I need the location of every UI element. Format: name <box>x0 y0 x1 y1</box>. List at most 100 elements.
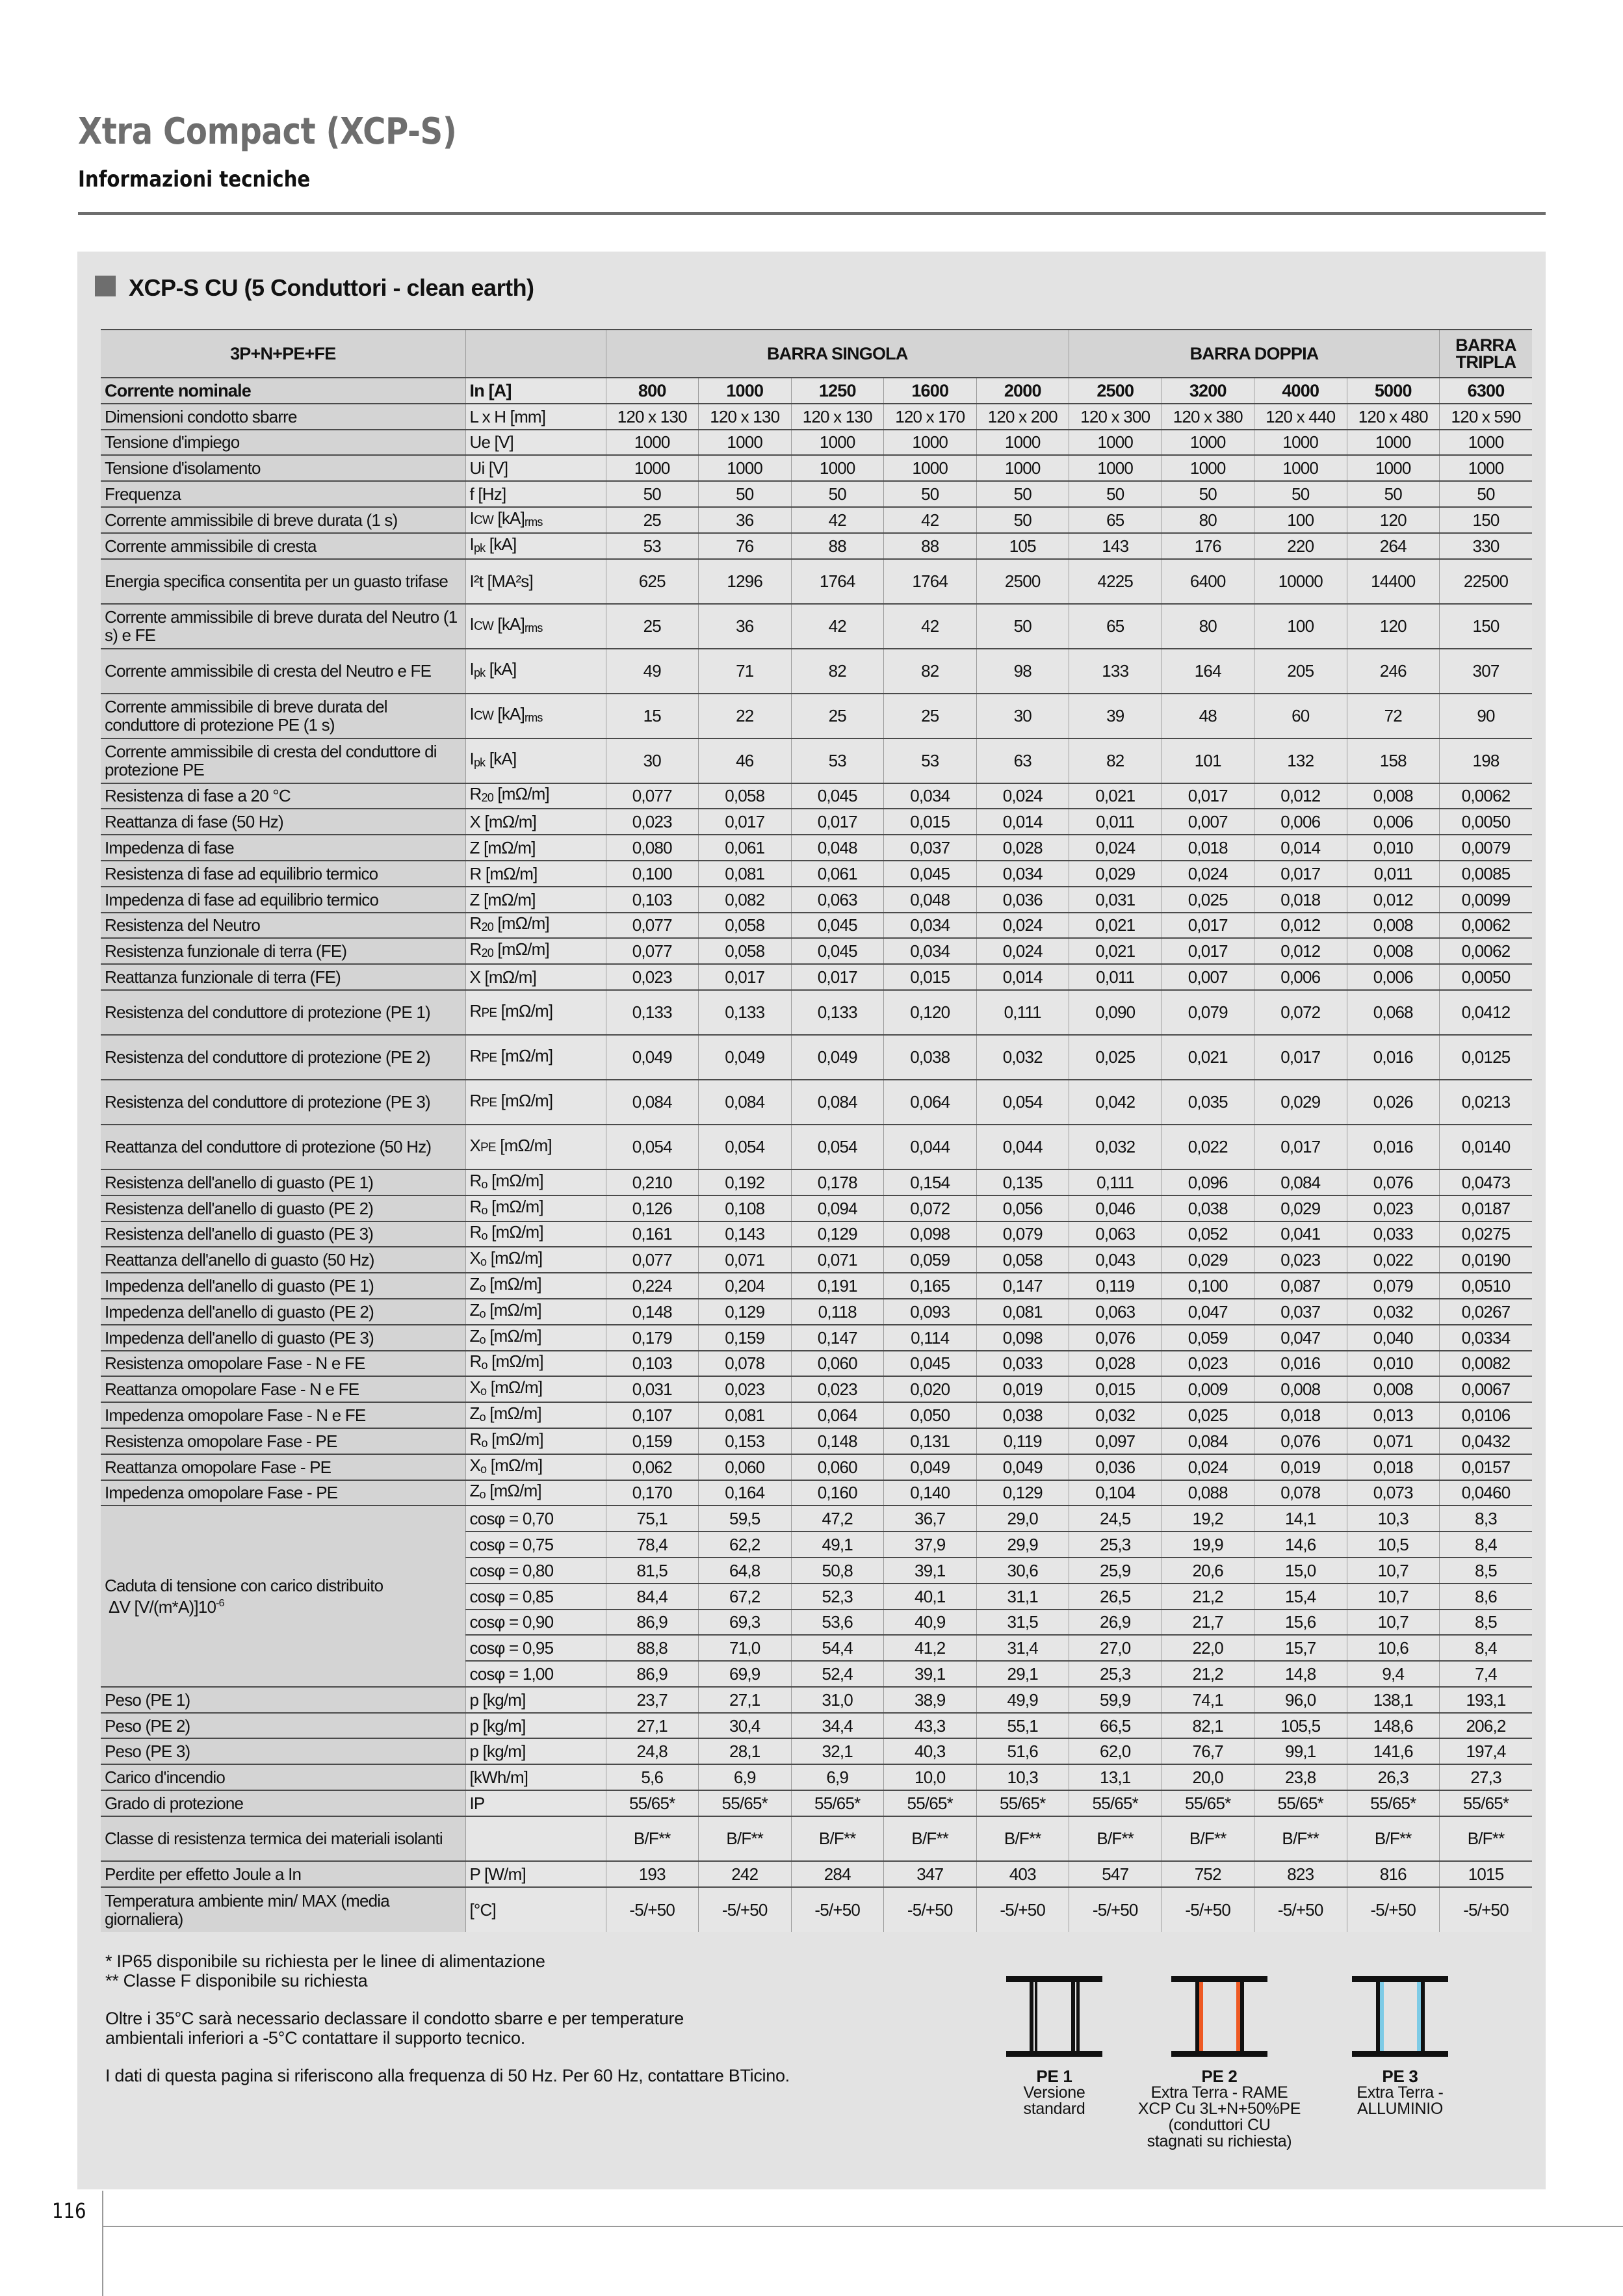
value-cell: 0,129 <box>976 1479 1069 1506</box>
value-cell: 22,0 <box>1161 1634 1254 1662</box>
unit-part: [kA] <box>485 659 517 679</box>
value-cell: 105,5 <box>1254 1712 1347 1739</box>
value-cell: 0,061 <box>790 859 884 887</box>
footnotes: * IP65 disponibile su richiesta per le l… <box>105 1951 790 2085</box>
value-cell: 26,3 <box>1346 1764 1440 1791</box>
unit-part: Z <box>469 1325 480 1346</box>
value-cell: 0,009 <box>1161 1376 1254 1403</box>
page-subtitle: Informazioni tecniche <box>78 166 311 192</box>
table-row: Tensione d'isolamento Ui [V] 1000 1000 1000 1… <box>101 454 1533 482</box>
value-cell: 330 <box>1439 532 1533 559</box>
row-label: Corrente ammissibile di breve durata del… <box>101 603 465 649</box>
value-cell: 0,019 <box>976 1376 1069 1403</box>
table-row: Resistenza del conduttore di protezione … <box>101 1034 1533 1080</box>
value-cell: 0,048 <box>790 834 884 861</box>
unit-part: [mΩ/m] <box>495 1136 552 1156</box>
unit-cell: Ipk [kA] <box>465 647 606 694</box>
value-cell: 0,0062 <box>1439 937 1533 965</box>
table-row: Energia specifica consentita per un guas… <box>101 558 1533 604</box>
value-cell: 0,087 <box>1254 1272 1347 1299</box>
margin-line-vertical <box>102 2191 103 2296</box>
voltage-drop-unit-label: ΔV [V/(m*A)]10 <box>109 1597 216 1617</box>
value-cell: 0,038 <box>1161 1194 1254 1221</box>
value-cell: B/F** <box>976 1815 1069 1861</box>
busbar-cross-section-icon <box>1006 1976 1102 2057</box>
value-cell: 0,093 <box>883 1298 976 1325</box>
value-cell: 0,143 <box>698 1220 791 1247</box>
value-cell: 0,025 <box>1161 885 1254 913</box>
value-cell: 0,107 <box>605 1402 699 1428</box>
table-row: Resistenza del conduttore di protezione … <box>101 1078 1533 1125</box>
value-cell: 0,111 <box>976 989 1069 1035</box>
value-cell: 0,021 <box>1069 937 1162 965</box>
table-row: Resistenza dell'anello di guasto (PE 1) R… <box>101 1168 1533 1195</box>
value-cell: 0,008 <box>1346 782 1440 809</box>
value-cell: 0,010 <box>1346 1350 1440 1377</box>
unit-part: [mΩ/m] <box>486 1377 543 1398</box>
value-cell: -5/+50 <box>790 1886 884 1932</box>
value-cell: 0,016 <box>1254 1350 1347 1377</box>
value-cell: 105 <box>976 532 1069 559</box>
unit-cell: Ro [mΩ/m] <box>465 1194 606 1221</box>
value-cell: 99,1 <box>1254 1738 1347 1765</box>
unit-part: [°C] <box>469 1899 497 1920</box>
value-cell: 0,062 <box>605 1453 699 1480</box>
unit-part: [kWh/m] <box>469 1768 529 1788</box>
value-cell: 3200 <box>1161 377 1254 404</box>
value-cell: 42 <box>790 603 884 649</box>
value-cell: 55/65* <box>1254 1790 1347 1816</box>
value-cell: 0,082 <box>698 885 791 913</box>
value-cell: 0,077 <box>605 937 699 965</box>
value-cell: 1000 <box>605 428 699 456</box>
value-cell: 0,045 <box>883 859 976 887</box>
value-cell: 120 x 130 <box>790 402 884 430</box>
value-cell: 0,018 <box>1161 834 1254 861</box>
value-cell: 0,044 <box>976 1123 1069 1169</box>
value-cell: 1000 <box>976 428 1069 456</box>
value-cell: 138,1 <box>1346 1686 1440 1713</box>
unit-part: rms <box>525 515 543 528</box>
unit-part: L x H [mm] <box>469 406 547 426</box>
value-cell: 6,9 <box>790 1764 884 1791</box>
header-divider <box>78 212 1546 215</box>
value-cell: 0,100 <box>1161 1272 1254 1299</box>
unit-part: I <box>469 534 474 554</box>
value-cell: 40,3 <box>883 1738 976 1765</box>
unit-part: [mΩ/m] <box>497 1046 553 1066</box>
value-cell: -5/+50 <box>976 1886 1069 1932</box>
value-cell: 0,108 <box>698 1194 791 1221</box>
note-class-f: ** Classe F disponibile su richiesta <box>105 1971 368 1990</box>
unit-part: pk <box>473 666 486 680</box>
unit-cell: L x H [mm] <box>465 402 606 430</box>
header-config: 3P+N+PE+FE <box>101 329 465 378</box>
value-cell: 0,034 <box>883 911 976 939</box>
value-cell: 0,012 <box>1254 911 1347 939</box>
value-cell: 141,6 <box>1346 1738 1440 1765</box>
unit-cell: I²t [MA²s] <box>465 558 606 604</box>
value-cell: 0,191 <box>790 1272 884 1299</box>
value-cell: 198 <box>1439 737 1533 783</box>
value-cell: 55/65* <box>1439 1790 1533 1816</box>
value-cell: -5/+50 <box>1161 1886 1254 1932</box>
value-cell: 0,012 <box>1346 885 1440 913</box>
pe-name: PE 1 <box>1036 2067 1072 2086</box>
value-cell: 23,7 <box>605 1686 699 1713</box>
unit-part: CW <box>473 513 494 527</box>
value-cell: 75,1 <box>605 1505 699 1532</box>
unit-part: PE <box>480 1141 497 1155</box>
value-cell: 0,178 <box>790 1168 884 1195</box>
value-cell: 1296 <box>698 558 791 604</box>
value-cell: 0,204 <box>698 1272 791 1299</box>
pe-name: PE 2 <box>1201 2067 1238 2086</box>
value-cell: 71,0 <box>698 1634 791 1662</box>
value-cell: 0,054 <box>698 1123 791 1169</box>
value-cell: 0,080 <box>605 834 699 861</box>
value-cell: 1000 <box>1254 428 1347 456</box>
unit-cell: RPE [mΩ/m] <box>465 989 606 1035</box>
value-cell: 0,058 <box>698 782 791 809</box>
value-cell: 0,103 <box>605 1350 699 1377</box>
table-row: Perdite per effetto Joule a In P [W/m] 193… <box>101 1860 1533 1887</box>
unit-part: IP <box>469 1793 486 1813</box>
value-cell: 823 <box>1254 1860 1347 1887</box>
unit-cell: Zo [mΩ/m] <box>465 1402 606 1428</box>
